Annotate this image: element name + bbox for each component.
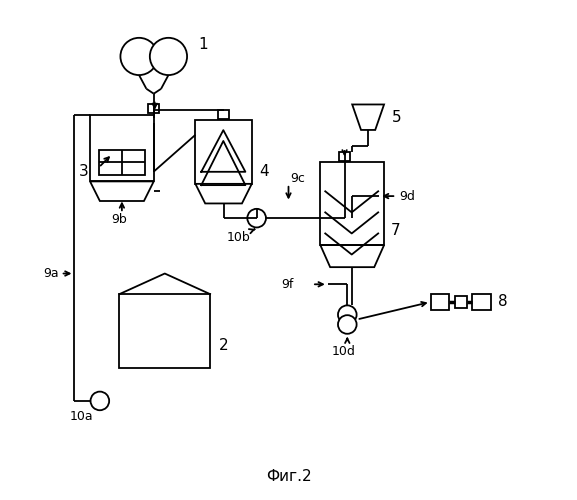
Bar: [196, 120, 252, 184]
Polygon shape: [352, 104, 384, 130]
Text: 9b: 9b: [111, 213, 128, 226]
Text: 3: 3: [79, 164, 88, 179]
Bar: [119, 294, 210, 368]
Text: 9c: 9c: [290, 172, 305, 186]
Text: 5: 5: [391, 110, 401, 125]
Circle shape: [248, 209, 266, 228]
Polygon shape: [90, 182, 153, 201]
Text: 10d: 10d: [331, 345, 355, 358]
Bar: [218, 110, 229, 119]
Text: 10b: 10b: [227, 232, 251, 244]
Text: 1: 1: [198, 36, 208, 52]
Polygon shape: [196, 184, 252, 204]
Circle shape: [150, 38, 187, 75]
Bar: [472, 294, 491, 310]
Text: 9f: 9f: [281, 278, 293, 291]
Text: 8: 8: [498, 294, 508, 310]
Text: 9d: 9d: [399, 190, 415, 202]
Text: Фиг.2: Фиг.2: [265, 469, 312, 484]
Bar: [320, 162, 384, 245]
Circle shape: [91, 392, 109, 410]
Circle shape: [121, 38, 158, 75]
Bar: [148, 104, 159, 114]
Text: 4: 4: [259, 164, 269, 179]
Bar: [430, 294, 449, 310]
Bar: [99, 150, 145, 176]
Circle shape: [338, 315, 357, 334]
Circle shape: [338, 306, 357, 324]
Text: 10a: 10a: [69, 410, 93, 423]
Text: 7: 7: [391, 223, 400, 238]
Text: 2: 2: [219, 338, 228, 353]
Bar: [455, 296, 467, 308]
Text: 9a: 9a: [43, 267, 59, 280]
Bar: [90, 116, 153, 182]
Polygon shape: [320, 245, 384, 267]
Bar: [339, 152, 350, 161]
